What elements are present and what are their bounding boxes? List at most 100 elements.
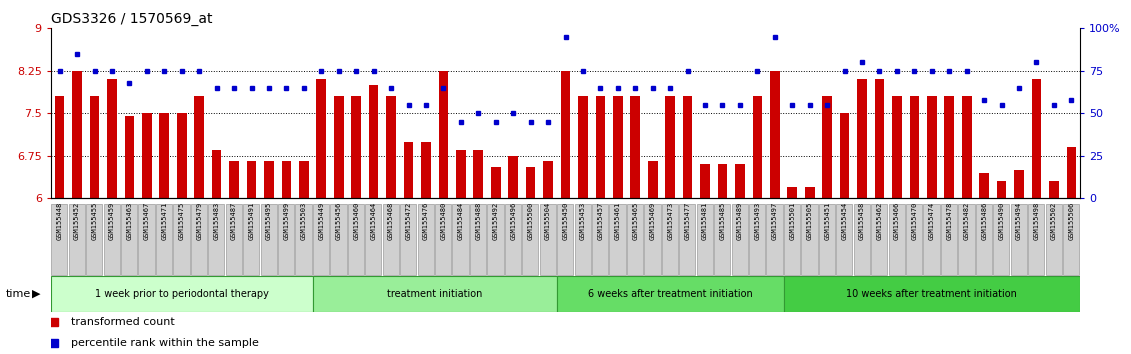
FancyBboxPatch shape xyxy=(435,204,451,275)
Text: GSM155492: GSM155492 xyxy=(493,201,499,240)
Text: GSM155483: GSM155483 xyxy=(214,201,219,240)
FancyBboxPatch shape xyxy=(417,204,434,275)
FancyBboxPatch shape xyxy=(784,204,800,275)
Text: GSM155474: GSM155474 xyxy=(929,201,935,240)
FancyBboxPatch shape xyxy=(680,204,696,275)
Text: GSM155462: GSM155462 xyxy=(877,201,882,240)
Text: GSM155453: GSM155453 xyxy=(580,201,586,240)
Bar xyxy=(159,113,169,198)
Text: GSM155458: GSM155458 xyxy=(860,201,865,240)
Text: GDS3326 / 1570569_at: GDS3326 / 1570569_at xyxy=(51,12,213,26)
Bar xyxy=(352,96,361,198)
Text: GSM155496: GSM155496 xyxy=(510,201,516,240)
FancyBboxPatch shape xyxy=(173,204,190,275)
Bar xyxy=(1015,170,1024,198)
Text: GSM155498: GSM155498 xyxy=(1034,201,1039,240)
FancyBboxPatch shape xyxy=(452,204,468,275)
Bar xyxy=(752,96,762,198)
FancyBboxPatch shape xyxy=(226,204,242,275)
Text: GSM155503: GSM155503 xyxy=(301,201,307,240)
Bar xyxy=(334,96,344,198)
FancyBboxPatch shape xyxy=(767,204,783,275)
Bar xyxy=(596,96,605,198)
Bar xyxy=(299,161,309,198)
FancyBboxPatch shape xyxy=(312,276,556,312)
Bar xyxy=(700,164,710,198)
Bar xyxy=(230,161,239,198)
Text: GSM155476: GSM155476 xyxy=(423,201,429,240)
FancyBboxPatch shape xyxy=(51,204,68,275)
FancyBboxPatch shape xyxy=(86,204,102,275)
FancyBboxPatch shape xyxy=(400,204,416,275)
Text: percentile rank within the sample: percentile rank within the sample xyxy=(71,338,259,348)
Bar xyxy=(195,96,204,198)
FancyBboxPatch shape xyxy=(504,204,521,275)
Bar xyxy=(143,113,152,198)
Text: GSM155499: GSM155499 xyxy=(284,201,290,240)
Text: GSM155472: GSM155472 xyxy=(406,201,412,240)
Bar xyxy=(508,156,518,198)
Bar xyxy=(665,96,675,198)
Bar xyxy=(857,79,866,198)
Text: GSM155494: GSM155494 xyxy=(1016,201,1022,240)
FancyBboxPatch shape xyxy=(243,204,259,275)
Text: GSM155450: GSM155450 xyxy=(562,201,569,240)
FancyBboxPatch shape xyxy=(1063,204,1079,275)
Bar xyxy=(909,96,920,198)
FancyBboxPatch shape xyxy=(854,204,870,275)
FancyBboxPatch shape xyxy=(941,204,957,275)
FancyBboxPatch shape xyxy=(697,204,713,275)
Text: GSM155451: GSM155451 xyxy=(824,201,830,240)
Bar xyxy=(944,96,955,198)
Text: 6 weeks after treatment initiation: 6 weeks after treatment initiation xyxy=(588,289,752,299)
Text: GSM155477: GSM155477 xyxy=(684,201,691,240)
Bar xyxy=(1067,147,1077,198)
Bar xyxy=(124,116,135,198)
FancyBboxPatch shape xyxy=(836,204,853,275)
Bar xyxy=(247,161,257,198)
Text: GSM155475: GSM155475 xyxy=(179,201,184,240)
FancyBboxPatch shape xyxy=(906,204,922,275)
FancyBboxPatch shape xyxy=(627,204,644,275)
FancyBboxPatch shape xyxy=(889,204,905,275)
Text: GSM155467: GSM155467 xyxy=(144,201,149,240)
Text: GSM155491: GSM155491 xyxy=(249,201,254,240)
Bar xyxy=(265,161,274,198)
Text: GSM155469: GSM155469 xyxy=(649,201,656,240)
Text: GSM155459: GSM155459 xyxy=(109,201,115,240)
Bar xyxy=(1031,79,1042,198)
Text: treatment initiation: treatment initiation xyxy=(387,289,482,299)
Text: transformed count: transformed count xyxy=(71,317,175,327)
Bar xyxy=(630,96,640,198)
FancyBboxPatch shape xyxy=(539,204,556,275)
Bar xyxy=(979,173,988,198)
Text: GSM155465: GSM155465 xyxy=(632,201,638,240)
FancyBboxPatch shape xyxy=(714,204,731,275)
FancyBboxPatch shape xyxy=(662,204,677,275)
FancyBboxPatch shape xyxy=(138,204,155,275)
FancyBboxPatch shape xyxy=(208,204,224,275)
FancyBboxPatch shape xyxy=(278,204,294,275)
FancyBboxPatch shape xyxy=(469,204,486,275)
Bar xyxy=(211,150,222,198)
Text: GSM155455: GSM155455 xyxy=(92,201,97,240)
Bar xyxy=(54,96,64,198)
Bar xyxy=(613,96,623,198)
Text: ▶: ▶ xyxy=(32,289,41,299)
Bar xyxy=(770,71,779,198)
FancyBboxPatch shape xyxy=(382,204,399,275)
Bar xyxy=(561,71,570,198)
Bar xyxy=(578,96,588,198)
Bar xyxy=(648,161,657,198)
Bar xyxy=(421,142,431,198)
Text: GSM155505: GSM155505 xyxy=(806,201,813,240)
Text: GSM155448: GSM155448 xyxy=(57,201,62,240)
FancyBboxPatch shape xyxy=(313,204,329,275)
Text: GSM155480: GSM155480 xyxy=(440,201,447,240)
Text: GSM155485: GSM155485 xyxy=(719,201,725,240)
Text: GSM155473: GSM155473 xyxy=(667,201,673,240)
FancyBboxPatch shape xyxy=(871,204,888,275)
FancyBboxPatch shape xyxy=(1011,204,1027,275)
FancyBboxPatch shape xyxy=(330,204,346,275)
Bar xyxy=(787,187,797,198)
